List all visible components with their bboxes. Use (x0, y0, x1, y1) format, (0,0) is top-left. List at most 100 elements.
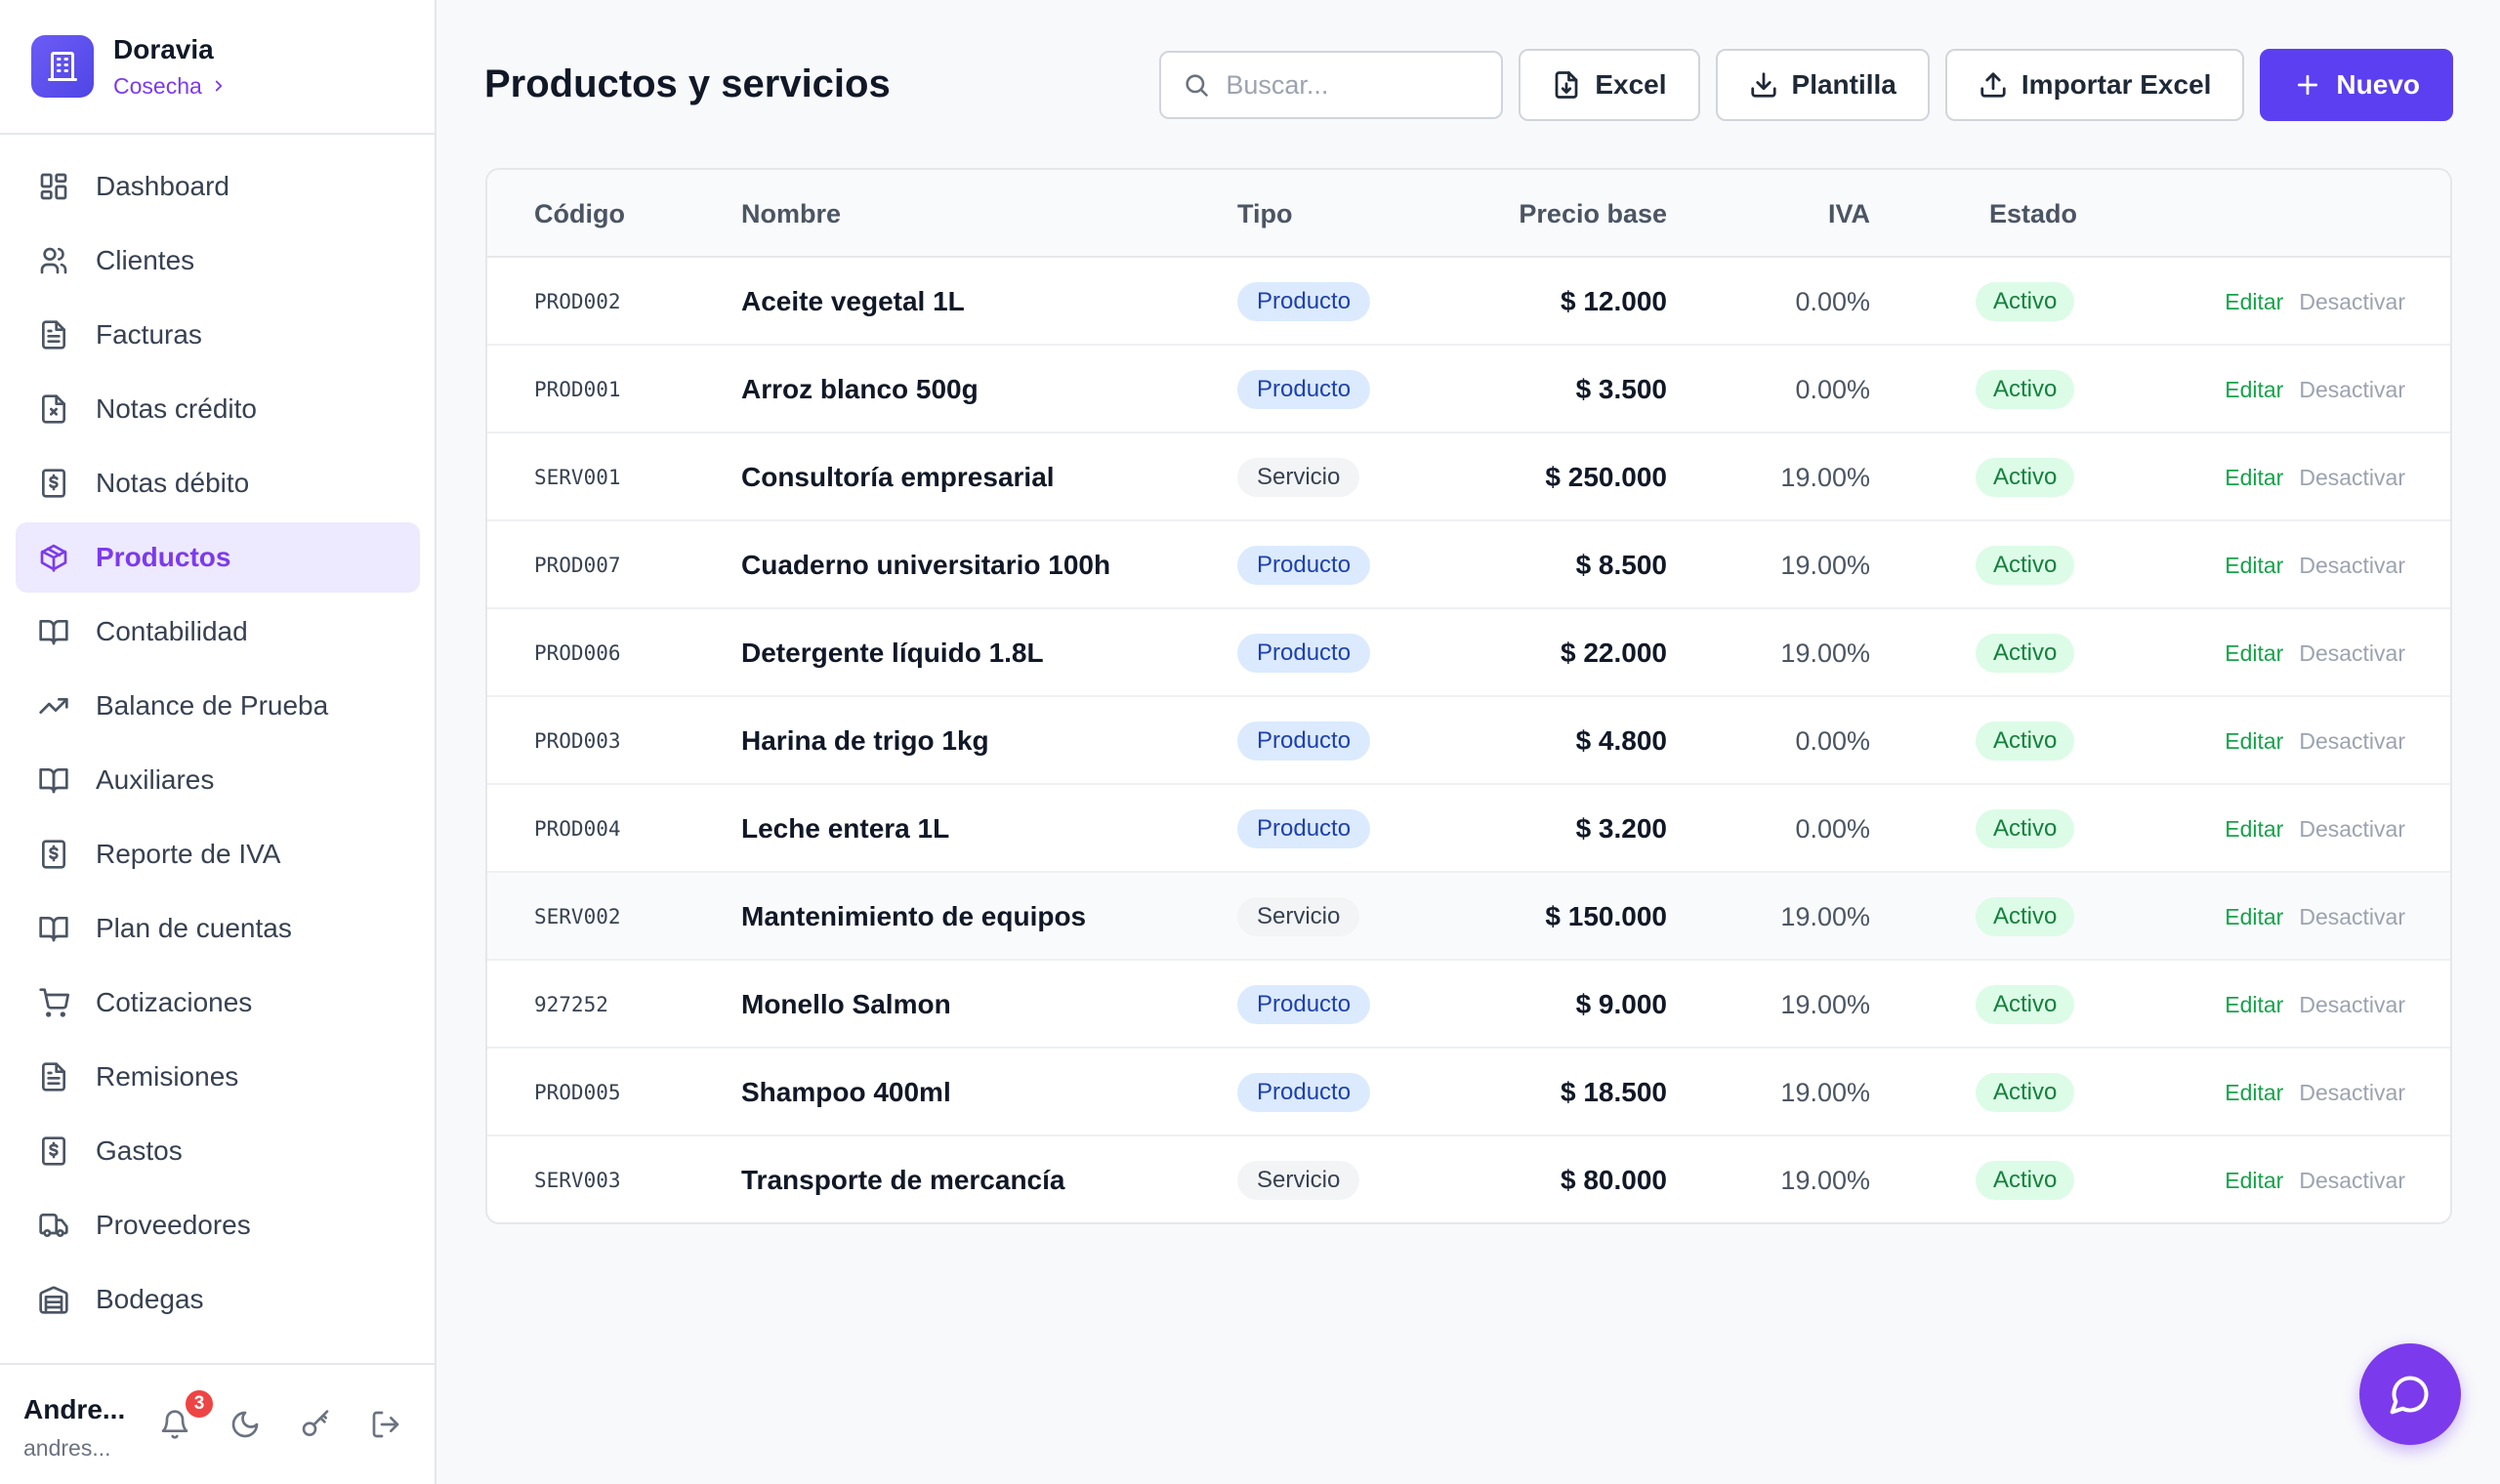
edit-link[interactable]: Editar (2225, 376, 2284, 402)
sidebar-item-label: Plan de cuentas (96, 913, 292, 943)
product-code: SERV003 (534, 1169, 621, 1192)
download-template-label: Plantilla (1791, 69, 1896, 100)
sidebar-item-auxiliares[interactable]: Auxiliares (16, 745, 420, 815)
base-price: $ 3.200 (1575, 813, 1667, 844)
bell-icon (161, 1410, 188, 1439)
product-code: 927252 (534, 993, 608, 1016)
sidebar-item-balance-de-prueba[interactable]: Balance de Prueba (16, 671, 420, 741)
status-badge: Activo (1976, 897, 2075, 936)
base-price: $ 250.000 (1545, 462, 1667, 492)
table-row: PROD005 Shampoo 400ml Producto $ 18.500 19.0… (487, 1049, 2450, 1136)
theme-toggle-button[interactable] (225, 1404, 266, 1445)
deactivate-link[interactable]: Desactivar (2299, 552, 2405, 578)
export-excel-button[interactable]: Excel (1519, 49, 1700, 121)
edit-link[interactable]: Editar (2225, 903, 2284, 929)
iva-rate: 19.00% (1780, 901, 1870, 931)
column-header-name[interactable]: Nombre (741, 198, 842, 228)
sidebar-item-reporte-de-iva[interactable]: Reporte de IVA (16, 819, 420, 889)
edit-link[interactable]: Editar (2225, 639, 2284, 666)
logout-button[interactable] (365, 1404, 406, 1445)
edit-link[interactable]: Editar (2225, 1167, 2284, 1193)
sidebar-item-facturas[interactable]: Facturas (16, 300, 420, 370)
sidebar-item-proveedores[interactable]: Proveedores (16, 1190, 420, 1260)
deactivate-link[interactable]: Desactivar (2299, 1167, 2405, 1193)
base-price: $ 9.000 (1575, 989, 1667, 1019)
sidebar-item-label: Gastos (96, 1135, 183, 1166)
status-badge: Activo (1976, 546, 2075, 585)
document-icon (37, 318, 70, 351)
brand-switcher[interactable]: Doravia Cosecha (31, 33, 437, 100)
edit-link[interactable]: Editar (2225, 991, 2284, 1017)
edit-link[interactable]: Editar (2225, 464, 2284, 490)
edit-link[interactable]: Editar (2225, 288, 2284, 314)
deactivate-link[interactable]: Desactivar (2299, 1079, 2405, 1105)
sidebar-item-remisiones[interactable]: Remisiones (16, 1042, 420, 1112)
sidebar-item-bodegas[interactable]: Bodegas (16, 1264, 420, 1335)
deactivate-link[interactable]: Desactivar (2299, 815, 2405, 842)
type-badge: Servicio (1237, 458, 1360, 497)
search-box (1159, 51, 1504, 119)
sidebar-item-dashboard[interactable]: Dashboard (16, 151, 420, 222)
column-header-code[interactable]: Código (534, 198, 625, 228)
search-input[interactable] (1226, 69, 1480, 101)
chat-button[interactable] (2359, 1343, 2461, 1445)
deactivate-link[interactable]: Desactivar (2299, 376, 2405, 402)
export-excel-label: Excel (1595, 69, 1667, 100)
iva-rate: 0.00% (1795, 286, 1870, 316)
product-name: Monello Salmon (741, 989, 951, 1019)
base-price: $ 22.000 (1561, 638, 1667, 668)
product-name: Arroz blanco 500g (741, 374, 979, 404)
column-header-iva[interactable]: IVA (1827, 198, 1870, 228)
sidebar-item-productos[interactable]: Productos (16, 522, 420, 593)
company-subtitle-link[interactable]: Cosecha (113, 73, 228, 100)
column-header-type[interactable]: Tipo (1237, 198, 1293, 228)
deactivate-link[interactable]: Desactivar (2299, 464, 2405, 490)
sidebar-item-cotizaciones[interactable]: Cotizaciones (16, 968, 420, 1038)
trending-up-icon (37, 689, 70, 722)
sidebar-item-plan-de-cuentas[interactable]: Plan de cuentas (16, 893, 420, 964)
dollar-document-icon (37, 467, 70, 500)
table-row: 927252 Monello Salmon Producto $ 9.000 19.00… (487, 961, 2450, 1049)
sidebar-item-notas-debito[interactable]: Notas débito (16, 448, 420, 518)
status-badge: Activo (1976, 1161, 2075, 1200)
product-name: Cuaderno universitario 100h (741, 550, 1111, 580)
box-icon (37, 541, 70, 574)
change-password-button[interactable] (295, 1404, 336, 1445)
dollar-document-icon (37, 1134, 70, 1168)
edit-link[interactable]: Editar (2225, 727, 2284, 754)
deactivate-link[interactable]: Desactivar (2299, 903, 2405, 929)
sidebar-item-gastos[interactable]: Gastos (16, 1116, 420, 1186)
sidebar-item-label: Reporte de IVA (96, 839, 281, 869)
sidebar-item-label: Contabilidad (96, 616, 248, 646)
user-email: andres... (23, 1435, 111, 1461)
upload-icon (1980, 72, 2006, 98)
column-header-price[interactable]: Precio base (1519, 198, 1667, 228)
deactivate-link[interactable]: Desactivar (2299, 991, 2405, 1017)
deactivate-link[interactable]: Desactivar (2299, 288, 2405, 314)
sidebar-item-label: Remisiones (96, 1061, 239, 1092)
sidebar-item-contabilidad[interactable]: Contabilidad (16, 597, 420, 667)
base-price: $ 150.000 (1545, 901, 1667, 931)
product-name: Leche entera 1L (741, 813, 950, 844)
base-price: $ 18.500 (1561, 1077, 1667, 1107)
divider (0, 133, 435, 135)
deactivate-link[interactable]: Desactivar (2299, 639, 2405, 666)
iva-rate: 19.00% (1780, 638, 1870, 668)
column-header-status[interactable]: Estado (1989, 198, 2078, 228)
sidebar-item-notas-credito[interactable]: Notas crédito (16, 374, 420, 444)
product-code: PROD003 (534, 729, 621, 753)
sidebar-item-label: Productos (96, 542, 231, 572)
edit-link[interactable]: Editar (2225, 815, 2284, 842)
users-icon (37, 244, 70, 277)
import-excel-button[interactable]: Importar Excel (1944, 49, 2245, 121)
deactivate-link[interactable]: Desactivar (2299, 727, 2405, 754)
status-badge: Activo (1976, 985, 2075, 1024)
notifications-button[interactable]: 3 (154, 1388, 215, 1445)
new-product-button[interactable]: Nuevo (2260, 49, 2453, 121)
table-row: PROD004 Leche entera 1L Producto $ 3.200 0.0… (487, 785, 2450, 873)
edit-link[interactable]: Editar (2225, 552, 2284, 578)
edit-link[interactable]: Editar (2225, 1079, 2284, 1105)
sidebar-item-label: Dashboard (96, 171, 229, 201)
download-template-button[interactable]: Plantilla (1715, 49, 1930, 121)
sidebar-item-clientes[interactable]: Clientes (16, 226, 420, 296)
